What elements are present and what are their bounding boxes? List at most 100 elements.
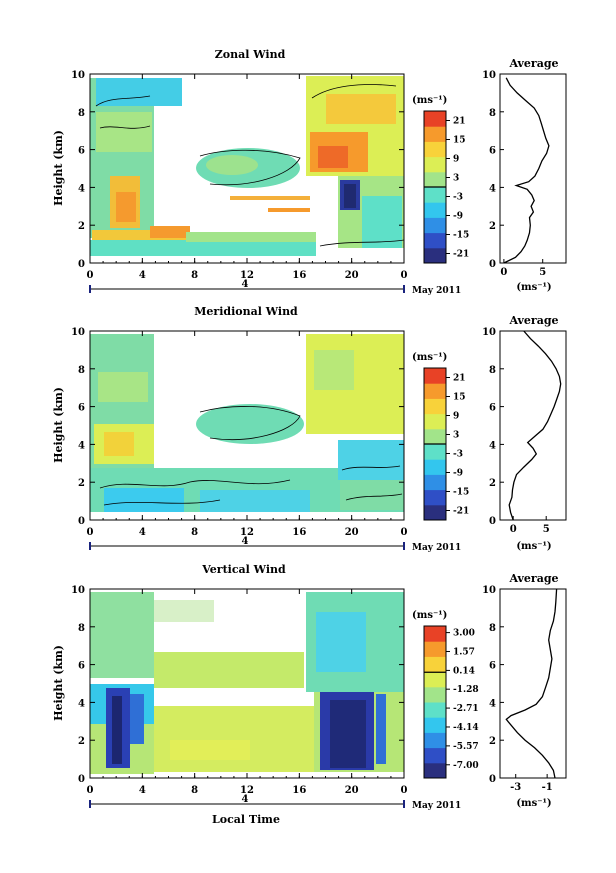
colorbar: 21 15 9 3 -3 -9 -15 -21 — [423, 110, 469, 264]
colorbar-segment — [424, 626, 446, 642]
y-tick-label: 4 — [78, 440, 85, 451]
x-tick-label: 0 — [87, 785, 94, 796]
data-patch — [314, 350, 354, 390]
average-title: Average — [508, 572, 558, 585]
colorbar-tick-label: -3 — [453, 193, 463, 203]
colorbar-segment — [424, 428, 446, 445]
avg-y-tick-label: 2 — [489, 478, 496, 489]
panel-vertical-wind: Vertical Wind 0 4 8 12 16 20 00 02 24 46 68 810 10 H… — [52, 563, 567, 826]
x-tick-label: 12 — [240, 527, 254, 538]
y-tick-label: 10 — [71, 70, 85, 81]
colorbar-tick-label: -15 — [453, 488, 469, 498]
avg-x-tick-label: 5 — [543, 524, 550, 535]
colorbar-segment — [424, 217, 446, 234]
average-frame — [499, 73, 567, 264]
colorbar-tick-label: -9 — [453, 212, 463, 222]
y-tick-label: 2 — [78, 221, 85, 232]
avg-y-tick-label: 6 — [489, 146, 496, 157]
colorbar-tick-label: 21 — [453, 374, 466, 384]
y-axis-label: Height (km) — [52, 645, 65, 721]
data-patch — [326, 94, 396, 124]
colorbar-segment — [424, 489, 446, 506]
colorbar-segment — [424, 126, 446, 142]
average-xlabel: (ms⁻¹) — [516, 282, 551, 293]
colorbar-tick-label: 1.57 — [453, 648, 475, 658]
data-patch — [362, 196, 402, 248]
data-patch — [112, 696, 122, 764]
data-patch — [200, 490, 310, 512]
y-tick-label: 2 — [78, 478, 85, 489]
data-patch — [90, 240, 316, 256]
data-patch — [98, 372, 148, 402]
average-frame — [499, 588, 567, 779]
x-tick-label: 8 — [191, 785, 198, 796]
colorbar-tick-label: 3 — [453, 431, 459, 441]
colorbar-segment — [424, 413, 446, 430]
panel-zonal-wind: Zonal Wind — [52, 48, 567, 296]
panel-meridional-wind: Meridional Wind 0 4 8 12 16 20 00 02 24 46 68 810 10… — [52, 305, 567, 553]
day-label: 4 — [242, 279, 249, 290]
axis-ticks: 0 4 8 12 16 20 00 02 24 46 68 810 10 — [71, 70, 504, 281]
avg-y-tick-label: 2 — [489, 736, 496, 747]
colorbar-tick-label: 3.00 — [453, 629, 475, 639]
colorbar-segment — [424, 732, 446, 749]
colorbar-tick-label: -4.14 — [453, 723, 479, 733]
y-tick-label: 8 — [78, 365, 85, 376]
colorbar-tick-label: -21 — [453, 250, 469, 260]
avg-x-tick-label: 0 — [500, 267, 507, 278]
axis-ticks: 0 4 8 12 16 20 00 02 24 46 68 810 10 — [71, 327, 504, 538]
heatmap-area — [90, 331, 404, 520]
colorbar-segment — [424, 444, 446, 460]
y-tick-label: 6 — [78, 661, 85, 672]
colorbar-segment — [424, 202, 446, 218]
colorbar-segment — [424, 111, 446, 127]
colorbar-segment — [424, 762, 446, 779]
x-tick-label: 8 — [191, 270, 198, 281]
y-tick-label: 8 — [78, 623, 85, 634]
colorbar-segment — [424, 156, 446, 173]
colorbar-segment — [424, 398, 446, 415]
colorbar-tick-label: 21 — [453, 117, 466, 127]
colorbar-tick-label: -7.00 — [453, 761, 479, 771]
x-tick-label: 12 — [240, 785, 254, 796]
avg-y-tick-label: 8 — [489, 108, 496, 119]
colorbar-tick-label: -1.28 — [453, 685, 479, 695]
colorbar-segment — [424, 656, 446, 673]
data-patch — [154, 652, 304, 688]
data-patch — [268, 208, 310, 212]
y-axis-label: Height (km) — [52, 387, 65, 463]
panel-title: Vertical Wind — [201, 563, 286, 576]
data-patch — [206, 155, 258, 175]
avg-x-tick-label: -1 — [542, 782, 553, 793]
data-patch — [318, 146, 348, 168]
avg-x-tick-label: 5 — [539, 267, 546, 278]
colorbar-unit: (ms⁻¹) — [412, 610, 447, 621]
colorbar-segment — [424, 368, 446, 384]
avg-x-tick-label: -3 — [510, 782, 521, 793]
x-tick-label: 0 — [87, 527, 94, 538]
average-profile-line — [503, 77, 550, 264]
data-patch — [316, 612, 366, 672]
data-patch — [186, 232, 316, 242]
colorbar: 3.00 1.57 0.14 -1.28 -2.71 -4.14 -5.57 -7.00 — [423, 625, 479, 779]
avg-y-tick-label: 10 — [482, 70, 496, 81]
contour-line — [99, 406, 403, 506]
data-patch — [196, 404, 304, 444]
avg-y-tick-label: 4 — [489, 183, 496, 194]
colorbar-tick-label: 15 — [453, 136, 466, 146]
colorbar-tick-label: 0.14 — [453, 666, 475, 676]
x-tick-label: 20 — [345, 270, 359, 281]
avg-y-tick-label: 10 — [482, 327, 496, 338]
avg-y-tick-label: 10 — [482, 585, 496, 596]
colorbar-frame — [423, 625, 447, 779]
avg-y-tick-label: 4 — [489, 440, 496, 451]
average-profile: -3 -1 — [505, 588, 558, 793]
data-patch — [230, 196, 310, 200]
x-tick-label: 8 — [191, 527, 198, 538]
x-tick-label: 0 — [401, 785, 408, 796]
x-tick-label: 0 — [401, 527, 408, 538]
data-patch — [170, 740, 250, 760]
avg-y-tick-label: 8 — [489, 365, 496, 376]
